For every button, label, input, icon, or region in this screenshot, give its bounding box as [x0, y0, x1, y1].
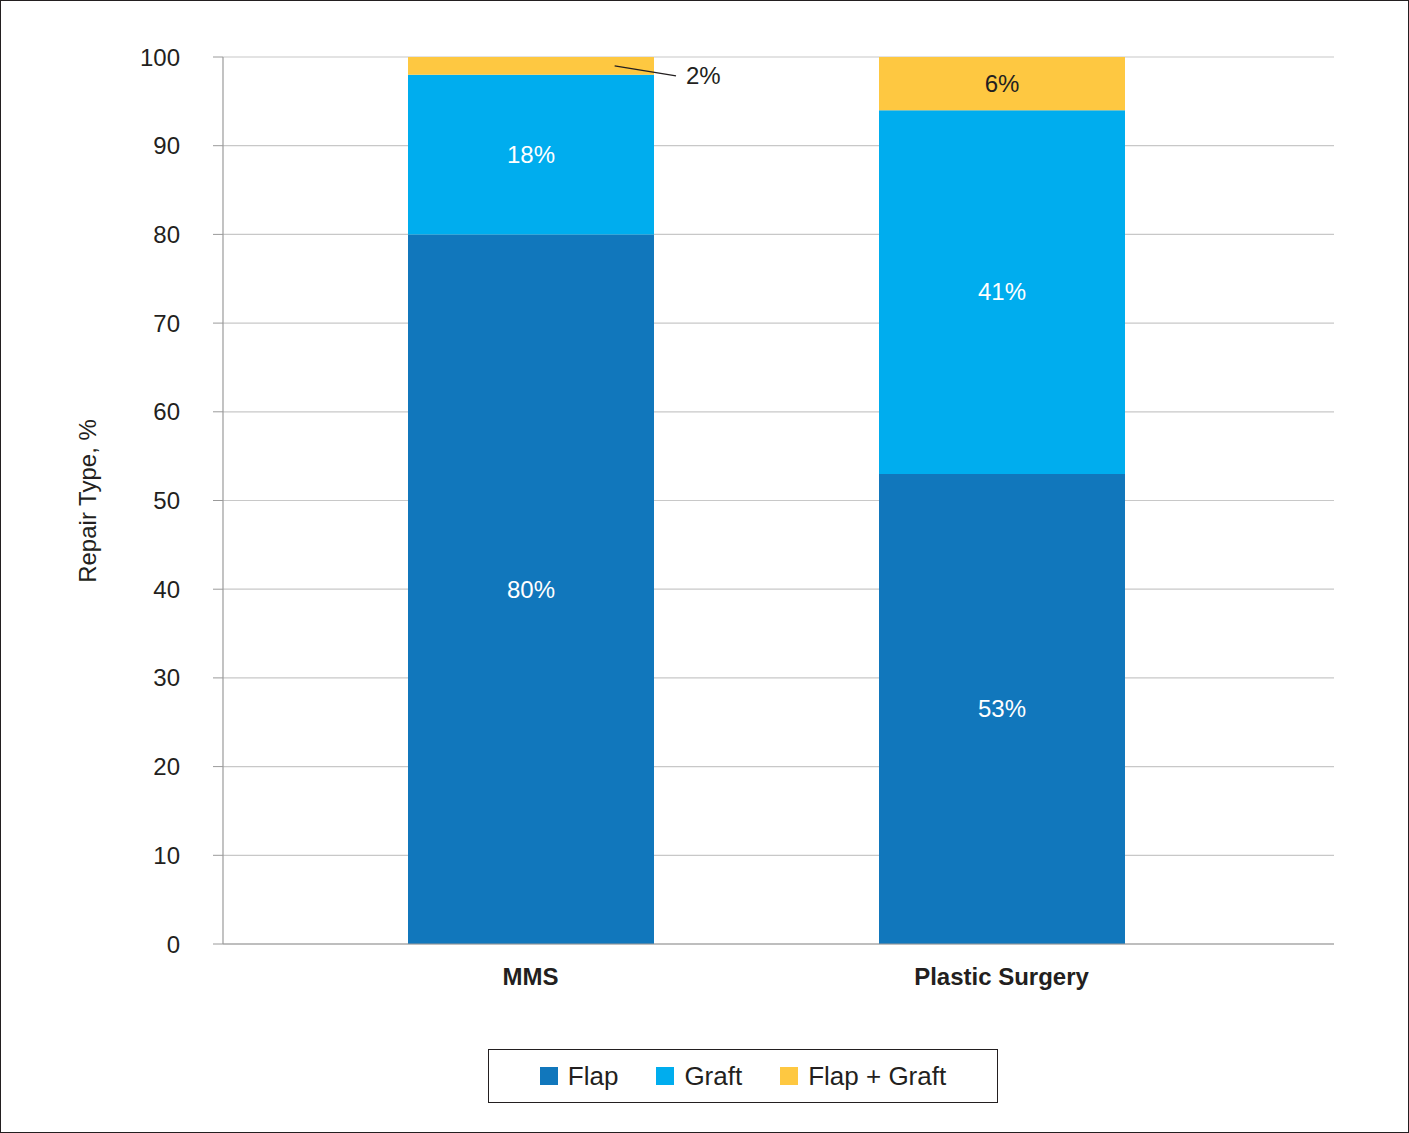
svg-text:100: 100 — [140, 44, 180, 71]
svg-text:80: 80 — [153, 221, 180, 248]
svg-text:6%: 6% — [985, 70, 1020, 97]
svg-text:10: 10 — [153, 842, 180, 869]
svg-text:90: 90 — [153, 132, 180, 159]
svg-text:2%: 2% — [686, 62, 721, 89]
svg-text:53%: 53% — [978, 695, 1026, 722]
svg-text:70: 70 — [153, 310, 180, 337]
svg-text:40: 40 — [153, 576, 180, 603]
svg-text:MMS: MMS — [503, 963, 559, 990]
svg-text:20: 20 — [153, 753, 180, 780]
svg-text:50: 50 — [153, 487, 180, 514]
svg-text:41%: 41% — [978, 278, 1026, 305]
html-text:Flap: Flap — [567, 1060, 619, 1091]
svg-text:60: 60 — [153, 398, 180, 425]
html-text:Graft: Graft — [684, 1060, 743, 1091]
svg-text:30: 30 — [153, 664, 180, 691]
html-text:Flap + Graft: Flap + Graft — [808, 1060, 947, 1091]
svg-text:Plastic Surgery: Plastic Surgery — [914, 963, 1089, 990]
svg-text:80%: 80% — [507, 576, 555, 603]
svg-text:18%: 18% — [507, 141, 555, 168]
html-text:Repair Type, %: Repair Type, % — [74, 419, 101, 583]
svg-text:0: 0 — [167, 931, 180, 958]
